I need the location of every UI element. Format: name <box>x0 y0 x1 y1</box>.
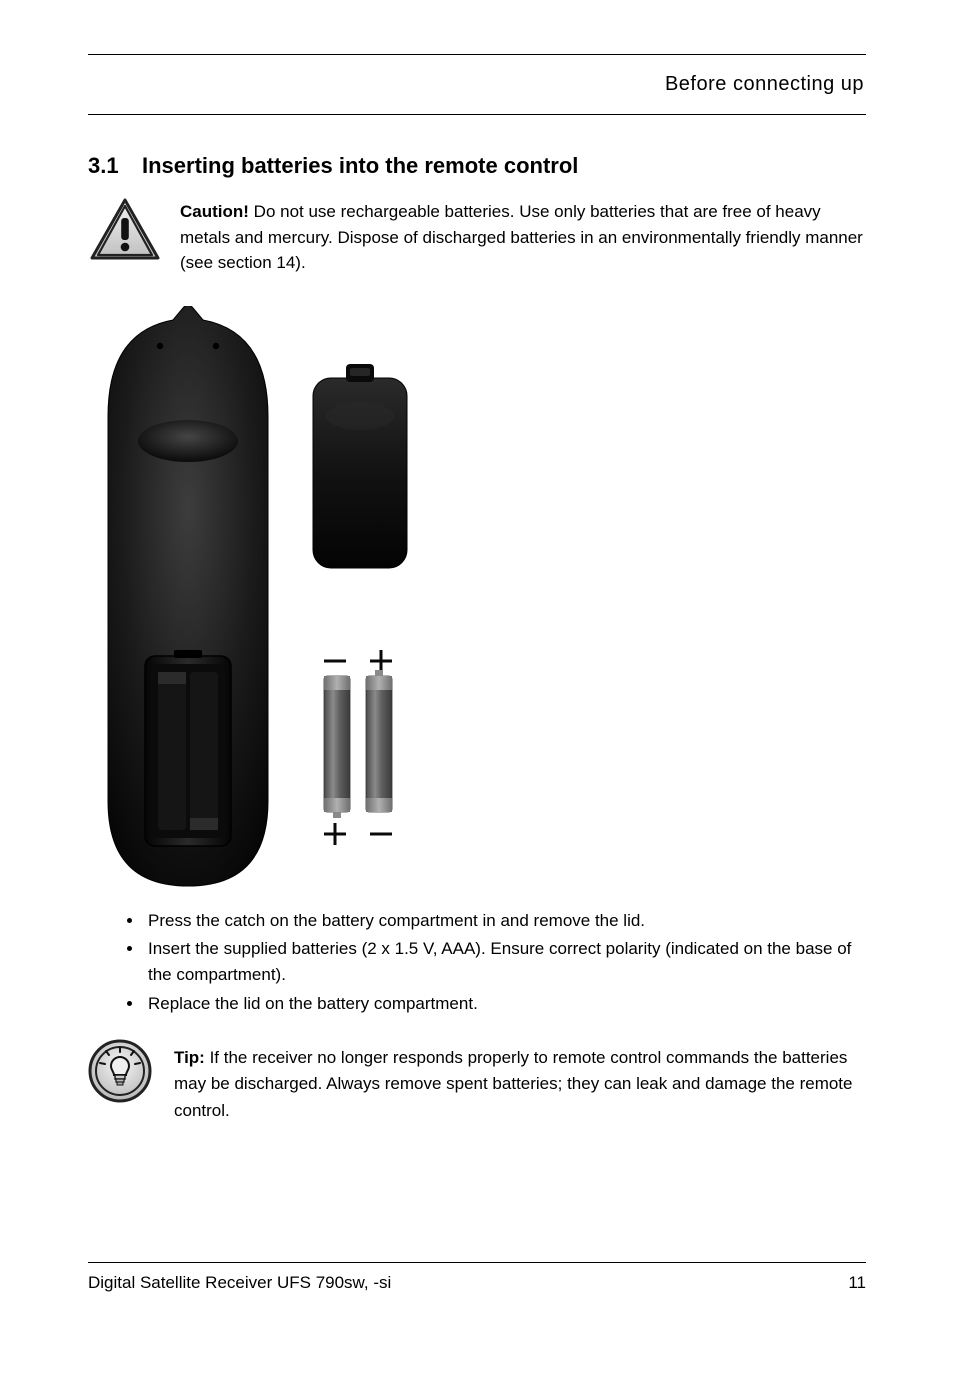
tip-block: Tip: If the receiver no longer responds … <box>88 1039 866 1124</box>
tip-text: Tip: If the receiver no longer responds … <box>174 1039 866 1124</box>
battery-figure <box>88 306 866 896</box>
warning-bold: Caution! <box>180 202 249 221</box>
tip-body: If the receiver no longer responds prope… <box>174 1048 853 1120</box>
warning-body: Do not use rechargeable batteries. Use o… <box>180 202 863 272</box>
tip-bold: Tip: <box>174 1048 205 1067</box>
list-item: Press the catch on the battery compartme… <box>144 908 866 934</box>
battery-cover <box>313 364 407 568</box>
batteries-group <box>324 650 392 845</box>
page-header: Before connecting up <box>88 0 866 115</box>
footer-rule <box>88 1262 866 1263</box>
warning-text: Caution! Do not use rechargeable batteri… <box>180 197 866 276</box>
lightbulb-icon <box>88 1039 152 1103</box>
section-title: Inserting batteries into the remote cont… <box>142 153 578 178</box>
warning-block: Caution! Do not use rechargeable batteri… <box>88 197 866 276</box>
steps-list: Press the catch on the battery compartme… <box>88 908 866 1017</box>
page-number: 11 <box>848 1273 866 1293</box>
section-number: 3.1 <box>88 153 142 179</box>
list-item: Insert the supplied batteries (2 x 1.5 V… <box>144 936 866 989</box>
header-title: Before connecting up <box>88 55 866 114</box>
caution-icon <box>88 197 162 263</box>
footer-model: Digital Satellite Receiver UFS 790sw, -s… <box>88 1273 391 1293</box>
remote-body <box>108 306 268 886</box>
section-heading: 3.1Inserting batteries into the remote c… <box>88 153 866 179</box>
list-item: Replace the lid on the battery compartme… <box>144 991 866 1017</box>
page-footer: Digital Satellite Receiver UFS 790sw, -s… <box>88 1262 866 1293</box>
header-rule-bottom <box>88 114 866 115</box>
